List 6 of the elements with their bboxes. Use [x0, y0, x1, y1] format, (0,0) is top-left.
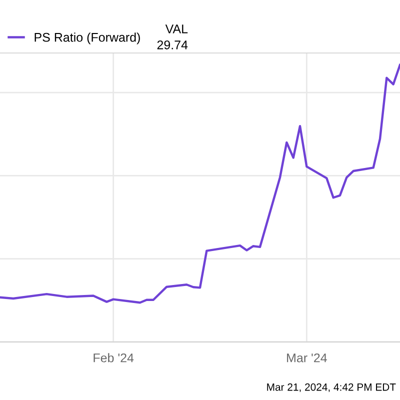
legend-label: PS Ratio (Forward) — [34, 32, 140, 44]
text: 29.74 — [157, 40, 188, 50]
x-tick-label: Mar '24 — [287, 353, 327, 362]
text: Mar 21, 2024, 4:42 PM EDT — [267, 383, 396, 392]
text: VAL — [165, 24, 188, 34]
x-tick-label: Feb '24 — [94, 353, 134, 362]
